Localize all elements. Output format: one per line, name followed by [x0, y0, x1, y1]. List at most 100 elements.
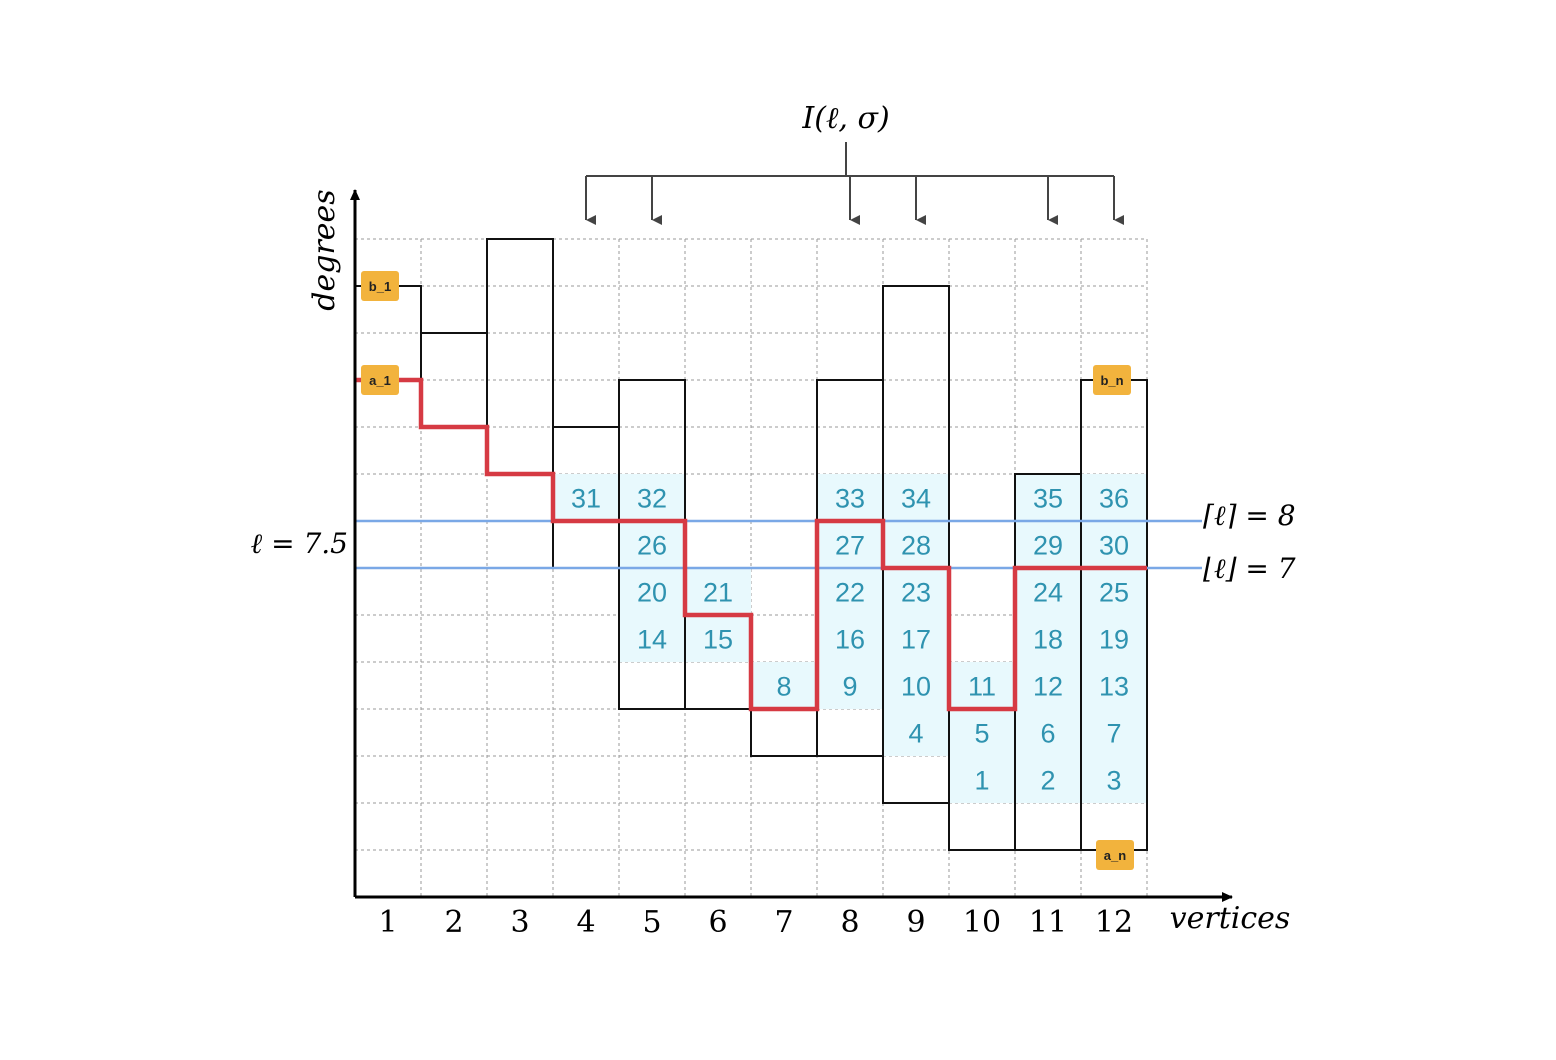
cell-label: 4: [908, 719, 923, 749]
cell-14: [619, 615, 685, 662]
cell-16: [817, 615, 883, 662]
cell-25: [1081, 568, 1147, 615]
cell-1: [949, 756, 1015, 803]
cell-21: [685, 568, 751, 615]
cell-7: [1081, 709, 1147, 756]
cell-26: [619, 521, 685, 568]
cell-13: [1081, 662, 1147, 709]
cell-23: [883, 568, 949, 615]
cell-label: 32: [637, 484, 667, 514]
x-tick-label: 12: [1095, 905, 1133, 940]
cell-5: [949, 709, 1015, 756]
marker-b1-label: b_1: [369, 279, 391, 294]
cell-17: [883, 615, 949, 662]
floor-label: ⌊ℓ⌋ = 7: [1203, 552, 1296, 585]
cell-4: [883, 709, 949, 756]
marker-a1-label: a_1: [369, 373, 391, 388]
red-step-path: [355, 377, 1147, 712]
x-tick-label: 7: [774, 905, 793, 940]
cell-20: [619, 568, 685, 615]
cell-label: 6: [1040, 719, 1055, 749]
cell-6: [1015, 709, 1081, 756]
x-tick-label: 4: [576, 905, 595, 940]
x-axis-label: vertices: [1170, 901, 1291, 936]
marker-b1-badge: [361, 271, 399, 301]
cell-label: 8: [776, 672, 791, 702]
cell-label: 15: [703, 625, 733, 655]
cell-label: 3: [1106, 766, 1121, 796]
cell-label: 23: [901, 578, 931, 608]
cell-label: 35: [1033, 484, 1063, 514]
cell-label: 1: [974, 766, 989, 796]
cell-label: 2: [1040, 766, 1055, 796]
cell-label: 29: [1033, 531, 1063, 561]
cell-label: 17: [901, 625, 931, 655]
marker-a1-badge: [361, 365, 399, 395]
cell-8: [751, 662, 817, 709]
cell-label: 14: [637, 625, 667, 655]
cell-label: 30: [1099, 531, 1129, 561]
cell-label: 5: [974, 719, 989, 749]
bar-vertex-3: [486, 238, 554, 475]
ceil-label: ⌈ℓ⌉ = 8: [1203, 499, 1296, 532]
cell-label: 16: [835, 625, 865, 655]
x-tick-label: 9: [906, 905, 925, 940]
cell-22: [817, 568, 883, 615]
cell-28: [883, 521, 949, 568]
cell-36: [1081, 474, 1147, 521]
interval-title: I(ℓ, σ): [801, 101, 889, 136]
cell-label: 19: [1099, 625, 1129, 655]
x-tick-label: 5: [642, 905, 661, 940]
cell-label: 18: [1033, 625, 1063, 655]
marker-bn-badge: [1093, 365, 1131, 395]
x-tick-label: 8: [840, 905, 859, 940]
cell-label: 10: [901, 672, 931, 702]
cell-12: [1015, 662, 1081, 709]
cell-label: 11: [968, 672, 996, 702]
ell-label: ℓ = 7.5: [251, 527, 348, 560]
cell-32: [619, 474, 685, 521]
cell-9: [817, 662, 883, 709]
x-tick-label: 2: [444, 905, 463, 940]
x-tick-label: 11: [1029, 905, 1067, 940]
cell-label: 26: [637, 531, 667, 561]
cell-label: 24: [1033, 578, 1063, 608]
cell-15: [685, 615, 751, 662]
cell-label: 27: [835, 531, 865, 561]
markers: b_1 a_1 b_n a_n: [361, 271, 1134, 870]
cell-label: 34: [901, 484, 931, 514]
cell-27: [817, 521, 883, 568]
cell-label: 9: [842, 672, 857, 702]
x-tick-label: 10: [963, 905, 1001, 940]
marker-an-badge: [1096, 840, 1134, 870]
cell-29: [1015, 521, 1081, 568]
cell-34: [883, 474, 949, 521]
cell-10: [883, 662, 949, 709]
cell-label: 7: [1106, 719, 1121, 749]
cell-label: 20: [637, 578, 667, 608]
bar-vertex-7: [750, 708, 818, 757]
marker-bn-label: b_n: [1100, 373, 1123, 388]
cell-label: 12: [1033, 672, 1063, 702]
x-tick-label: 6: [708, 905, 727, 940]
cell-3: [1081, 756, 1147, 803]
cell-2: [1015, 756, 1081, 803]
axes: 1 2 3 4 5 6 7 8 9 10 11 12: [350, 189, 1233, 940]
interval-bracket: [585, 142, 1124, 225]
cell-35: [1015, 474, 1081, 521]
cell-label: 33: [835, 484, 865, 514]
cell-label: 22: [835, 578, 865, 608]
red-path: [355, 377, 1147, 712]
x-tick-label: 1: [378, 905, 397, 940]
cell-label: 28: [901, 531, 931, 561]
cell-label: 31: [571, 484, 601, 514]
y-axis-label: degrees: [307, 189, 342, 310]
cell-label: 36: [1099, 484, 1129, 514]
cell-30: [1081, 521, 1147, 568]
cell-18: [1015, 615, 1081, 662]
cell-24: [1015, 568, 1081, 615]
cell-19: [1081, 615, 1147, 662]
x-tick-label: 3: [510, 905, 529, 940]
